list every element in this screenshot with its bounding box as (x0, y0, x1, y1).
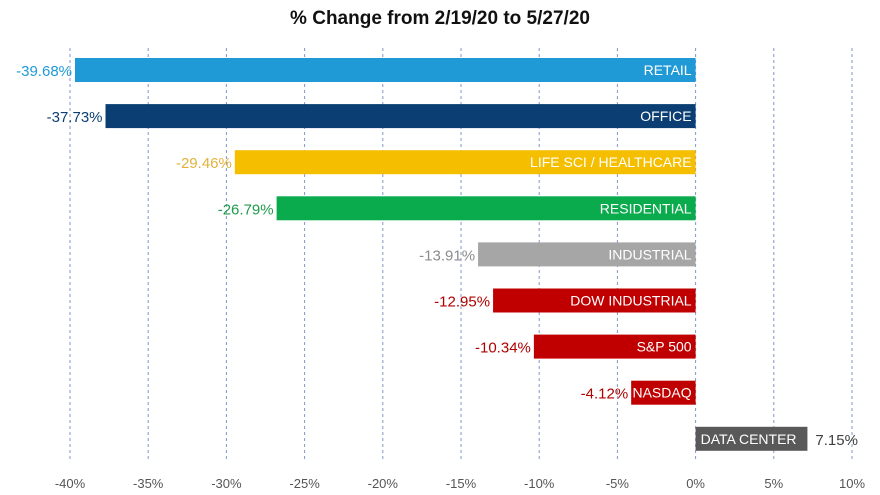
bar-value-label: -10.34% (475, 340, 531, 357)
bar-value-label: -29.46% (176, 155, 232, 172)
bar-category-label: INDUSTRIAL (608, 246, 691, 262)
x-tick-label: -40% (55, 476, 86, 491)
bar-value-label: -13.91% (419, 247, 475, 264)
bars: RETAIL -39.68% OFFICE -37.73% LIFE SCI / HEA… (16, 58, 858, 451)
x-tick-label: -25% (289, 476, 320, 491)
bar-category-label: RESIDENTIAL (600, 200, 692, 216)
bar-category-label: NASDAQ (632, 385, 691, 401)
bar-category-label: OFFICE (640, 108, 691, 124)
bar-category-label: RETAIL (644, 62, 692, 78)
bar (105, 104, 696, 129)
bar-value-label: -26.79% (218, 201, 274, 218)
bar-value-label: -37.73% (47, 109, 103, 126)
x-tick-label: -15% (446, 476, 477, 491)
x-axis-ticks: -40% -35% -30% -25% -20% -15% -10% -5% 0% 5% 10% (55, 476, 866, 491)
bar (234, 150, 696, 175)
x-tick-label: -35% (133, 476, 164, 491)
bar-category-label: LIFE SCI / HEALTHCARE (530, 154, 692, 170)
bar-category-label: S&P 500 (637, 339, 692, 355)
bar (493, 288, 696, 313)
x-tick-label: -30% (211, 476, 242, 491)
bar (276, 196, 696, 221)
bar-category-label: DOW INDUSTRIAL (570, 293, 692, 309)
x-tick-label: -10% (524, 476, 555, 491)
bar (478, 242, 696, 267)
bar (631, 380, 696, 405)
bar-value-label: 7.15% (815, 432, 858, 449)
x-tick-label: 10% (839, 476, 865, 491)
bar (533, 334, 696, 359)
bar-value-label: -4.12% (581, 386, 629, 403)
x-tick-label: 5% (764, 476, 783, 491)
x-tick-label: -20% (368, 476, 399, 491)
bar (75, 58, 696, 82)
x-tick-label: -5% (606, 476, 630, 491)
x-tick-label: 0% (686, 476, 705, 491)
bar-category-label: DATA CENTER (701, 431, 797, 447)
chart-title: % Change from 2/19/20 to 5/27/20 (290, 8, 590, 29)
bar (695, 426, 808, 451)
bar-value-label: -12.95% (434, 294, 490, 311)
bar-value-label: -39.68% (16, 63, 72, 80)
